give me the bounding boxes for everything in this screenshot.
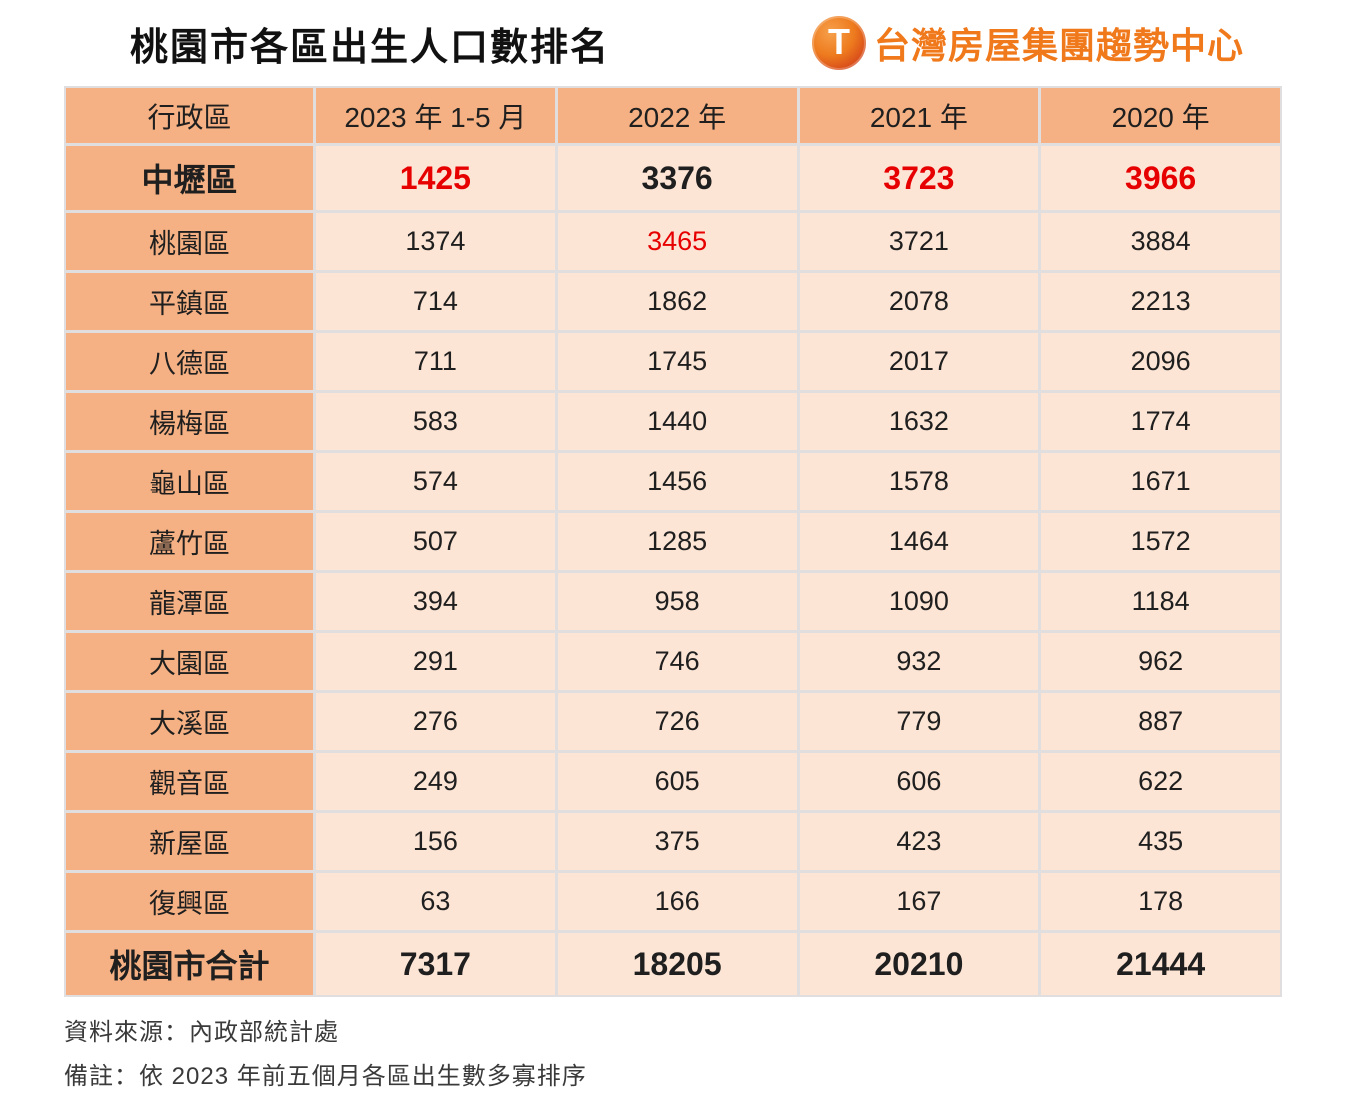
value-cell: 779	[799, 693, 1039, 750]
brand-t-icon: T	[811, 16, 866, 70]
column-header-district: 行政區	[66, 88, 313, 143]
value-cell: 3721	[799, 213, 1039, 270]
value-cell: 3966	[1041, 146, 1280, 210]
value-cell: 291	[316, 633, 555, 690]
column-header-year: 2022 年	[557, 88, 797, 143]
total-label: 桃園市合計	[66, 933, 313, 995]
footnotes: 資料來源：內政部統計處 備註：依 2023 年前五個月各區出生數多寡排序	[64, 1011, 1282, 1099]
district-label: 大園區	[66, 633, 313, 690]
brand-logo: T 台灣房屋集團趨勢中心	[811, 16, 1244, 70]
district-label: 楊梅區	[66, 393, 313, 450]
column-header-year: 2023 年 1-5 月	[316, 88, 555, 143]
value-cell: 1285	[557, 513, 797, 570]
value-cell: 276	[316, 693, 555, 750]
value-cell: 156	[316, 813, 555, 870]
source-note: 資料來源：內政部統計處	[64, 1019, 339, 1046]
total-value-cell: 7317	[316, 933, 555, 995]
district-label: 龜山區	[66, 453, 313, 510]
value-cell: 574	[316, 453, 555, 510]
value-cell: 726	[557, 693, 797, 750]
district-label: 大溪區	[66, 693, 313, 750]
district-label: 八德區	[66, 333, 313, 390]
value-cell: 375	[557, 813, 797, 870]
value-cell: 1745	[557, 333, 797, 390]
value-cell: 606	[799, 753, 1039, 810]
value-cell: 507	[316, 513, 555, 570]
value-cell: 3465	[557, 213, 797, 270]
value-cell: 622	[1041, 753, 1280, 810]
district-label: 桃園區	[66, 213, 313, 270]
value-cell: 1425	[316, 146, 555, 210]
value-cell: 605	[557, 753, 797, 810]
value-cell: 1090	[799, 573, 1039, 630]
value-cell: 1578	[799, 453, 1039, 510]
district-label: 復興區	[66, 873, 313, 930]
value-cell: 394	[316, 573, 555, 630]
value-cell: 1456	[557, 453, 797, 510]
value-cell: 746	[557, 633, 797, 690]
value-cell: 249	[316, 753, 555, 810]
value-cell: 2213	[1041, 273, 1280, 330]
value-cell: 1374	[316, 213, 555, 270]
total-value-cell: 20210	[799, 933, 1039, 995]
header-bar: 桃園市各區出生人口數排名 T 台灣房屋集團趨勢中心	[64, 8, 1282, 78]
page: 桃園市各區出生人口數排名 T 台灣房屋集團趨勢中心 行政區 2023 年 1-5 …	[64, 0, 1282, 1099]
total-value-cell: 18205	[557, 933, 797, 995]
value-cell: 2078	[799, 273, 1039, 330]
value-cell: 962	[1041, 633, 1280, 690]
brand-icon-letter: T	[827, 21, 850, 62]
district-label: 龍潭區	[66, 573, 313, 630]
value-cell: 2096	[1041, 333, 1280, 390]
value-cell: 3376	[557, 146, 797, 210]
birth-table: 行政區 2023 年 1-5 月 2022 年 2021 年 2020 年中壢區 1425…	[64, 86, 1282, 997]
column-header-year: 2020 年	[1041, 88, 1280, 143]
district-label: 平鎮區	[66, 273, 313, 330]
value-cell: 435	[1041, 813, 1280, 870]
value-cell: 714	[316, 273, 555, 330]
value-cell: 1862	[557, 273, 797, 330]
value-cell: 3884	[1041, 213, 1280, 270]
value-cell: 2017	[799, 333, 1039, 390]
value-cell: 1464	[799, 513, 1039, 570]
value-cell: 1671	[1041, 453, 1280, 510]
value-cell: 887	[1041, 693, 1280, 750]
value-cell: 1440	[557, 393, 797, 450]
value-cell: 178	[1041, 873, 1280, 930]
table-wrapper: 行政區 2023 年 1-5 月 2022 年 2021 年 2020 年中壢區 1425…	[64, 86, 1282, 997]
value-cell: 711	[316, 333, 555, 390]
value-cell: 1572	[1041, 513, 1280, 570]
ranking-note: 備註：依 2023 年前五個月各區出生數多寡排序	[64, 1063, 587, 1090]
district-label: 蘆竹區	[66, 513, 313, 570]
value-cell: 1632	[799, 393, 1039, 450]
column-header-year: 2021 年	[799, 88, 1039, 143]
district-label: 新屋區	[66, 813, 313, 870]
value-cell: 63	[316, 873, 555, 930]
value-cell: 1184	[1041, 573, 1280, 630]
district-label: 中壢區	[66, 146, 313, 210]
value-cell: 932	[799, 633, 1039, 690]
value-cell: 167	[799, 873, 1039, 930]
district-label: 觀音區	[66, 753, 313, 810]
value-cell: 1774	[1041, 393, 1280, 450]
value-cell: 958	[557, 573, 797, 630]
total-value-cell: 21444	[1041, 933, 1280, 995]
brand-text: 台灣房屋集團趨勢中心	[873, 25, 1244, 66]
value-cell: 423	[799, 813, 1039, 870]
value-cell: 166	[557, 873, 797, 930]
value-cell: 3723	[799, 146, 1039, 210]
page-title: 桃園市各區出生人口數排名	[130, 26, 611, 69]
value-cell: 583	[316, 393, 555, 450]
